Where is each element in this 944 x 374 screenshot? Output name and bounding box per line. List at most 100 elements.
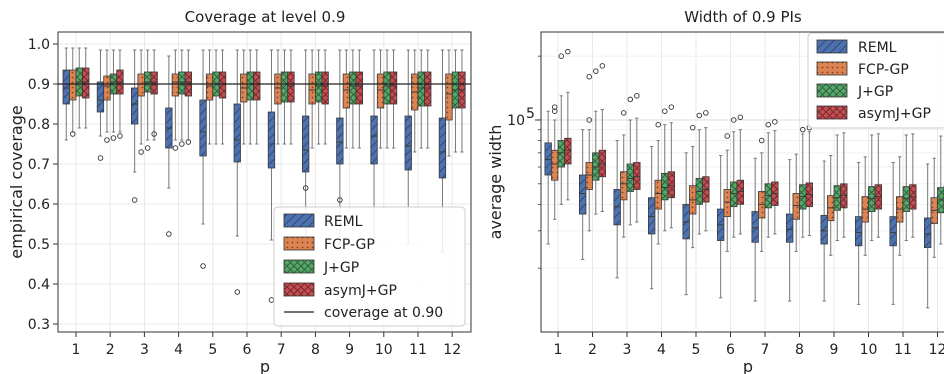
box-body	[438, 117, 447, 179]
box-asymj-gp	[321, 49, 329, 145]
box-j-gp	[557, 53, 565, 205]
box-body	[342, 73, 350, 109]
box-reml	[544, 110, 552, 245]
box-j-gp	[314, 49, 323, 145]
width-chart-title: Width of 0.9 PIs	[684, 8, 802, 26]
outlier-point	[110, 135, 117, 141]
box-body	[647, 197, 656, 235]
box-fcp-gp	[205, 49, 214, 145]
box-asymj-gp	[458, 49, 466, 153]
x-tick-label: 9	[830, 342, 839, 358]
box-j-gp	[212, 49, 220, 145]
box-reml	[96, 49, 105, 161]
box-body	[667, 171, 676, 199]
y-tick-exponent: 5	[526, 106, 535, 122]
legend-swatch-j-gp-2	[816, 83, 848, 98]
box-body	[287, 71, 295, 103]
box-fcp-gp	[103, 49, 111, 143]
outlier-point	[758, 137, 765, 144]
box-asymj-gp	[253, 49, 261, 145]
box-reml	[131, 49, 139, 203]
box-asymj-gp	[874, 133, 883, 238]
box-asymj-gp	[564, 48, 572, 201]
box-fcp-gp	[723, 133, 731, 252]
legend-label-fcp-gp: FCP-GP	[324, 237, 375, 253]
box-body	[253, 71, 261, 101]
box-reml	[370, 49, 378, 245]
box-body	[62, 69, 70, 105]
box-fcp-gp	[445, 49, 453, 157]
x-tick-label: 4	[174, 342, 183, 358]
box-body	[280, 71, 289, 103]
y-tick-label: 0.7	[28, 157, 50, 173]
outlier-point	[620, 110, 627, 116]
legend-label-fcp-gp-2: FCP-GP	[858, 62, 909, 78]
box-fcp-gp	[240, 49, 248, 145]
outlier-point	[696, 112, 703, 119]
y-tick-label: 1.0	[28, 37, 50, 53]
y-tick-label: 0.9	[28, 77, 50, 93]
coverage-y-axis-label: empirical coverage	[7, 105, 26, 258]
box-j-gp	[280, 49, 289, 145]
box-j-gp	[937, 135, 944, 245]
box-body	[383, 71, 391, 105]
coverage-x-axis-label: p	[260, 357, 270, 374]
outlier-point	[731, 117, 737, 123]
box-body	[131, 87, 139, 125]
box-reml	[647, 145, 656, 290]
outlier-point	[268, 297, 275, 303]
y-tick-label: 0.6	[28, 197, 50, 213]
box-body	[171, 73, 180, 97]
x-tick-label: 3	[140, 342, 149, 358]
box-body	[417, 71, 425, 107]
outlier-point	[144, 145, 151, 151]
box-body	[613, 189, 621, 226]
width-x-axis-label: p	[743, 357, 753, 374]
box-body	[923, 217, 932, 249]
legend-label-j-gp-2: J+GP	[857, 84, 893, 100]
outlier-point	[172, 145, 179, 151]
y-tick-label: 0.3	[28, 317, 50, 333]
box-body	[82, 67, 90, 99]
box-body	[736, 179, 745, 205]
width-y-axis-label: average width	[486, 125, 505, 240]
box-body	[585, 162, 593, 190]
width-legend: REML FCP-GP J+GP asymJ+GP	[807, 32, 944, 129]
outlier-point	[668, 104, 675, 110]
box-fcp-gp	[551, 104, 559, 220]
legend-label-asymj-gp-2: asymJ+GP	[858, 106, 931, 122]
outlier-point	[737, 114, 744, 121]
box-reml	[889, 162, 897, 305]
box-fcp-gp	[827, 154, 835, 256]
outlier-point	[551, 104, 558, 110]
box-reml	[165, 55, 173, 237]
box-body	[854, 216, 863, 247]
outlier-point	[593, 68, 599, 74]
box-body	[557, 140, 565, 168]
outlier-point	[166, 231, 172, 237]
legend-label-reml: REML	[324, 214, 363, 230]
box-j-gp	[799, 126, 807, 238]
box-j-gp	[178, 49, 186, 147]
box-body	[267, 111, 276, 169]
y-tick-label: 0.5	[28, 237, 50, 253]
box-fcp-gp	[342, 49, 350, 149]
box-body	[205, 73, 214, 101]
box-j-gp	[661, 108, 669, 232]
box-asymj-gp	[355, 49, 363, 149]
box-j-gp	[868, 134, 876, 242]
outlier-point	[565, 48, 571, 55]
box-reml	[233, 49, 241, 295]
box-body	[445, 73, 453, 121]
outlier-point	[551, 108, 558, 114]
x-tick-label: 8	[795, 342, 804, 358]
box-asymj-gp	[909, 133, 917, 238]
width-plot-frame	[540, 31, 944, 333]
box-reml	[682, 152, 690, 296]
box-body	[218, 71, 227, 99]
x-tick-label: 1	[72, 342, 81, 358]
box-body	[321, 71, 329, 105]
y-tick-label: 0.8	[28, 117, 50, 133]
box-asymj-gp	[287, 49, 295, 145]
legend-swatch-fcp-gp	[283, 236, 315, 251]
